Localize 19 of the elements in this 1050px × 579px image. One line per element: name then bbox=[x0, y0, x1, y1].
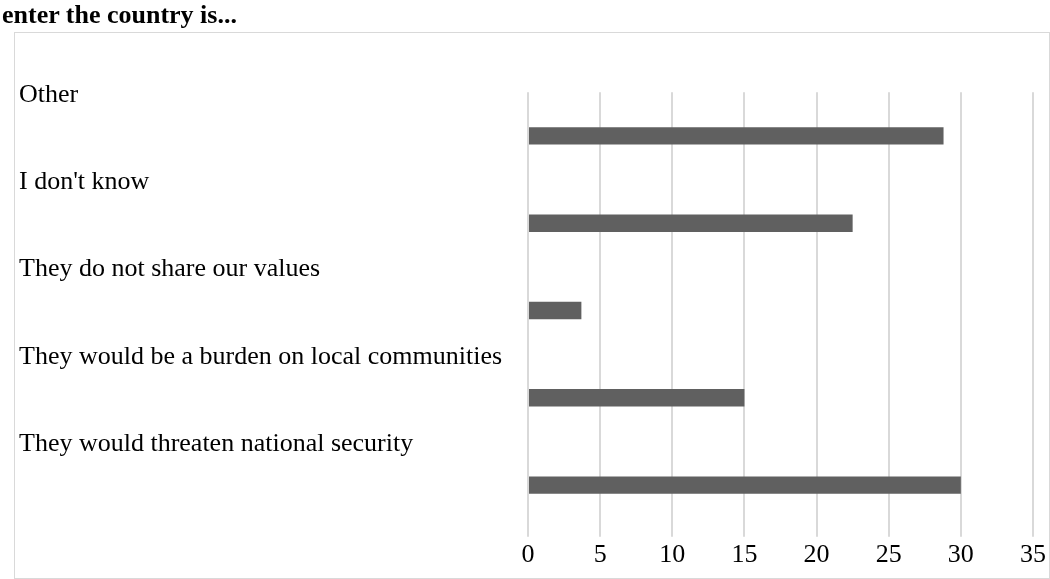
x-tick-label: 20 bbox=[803, 539, 830, 569]
bar bbox=[529, 127, 944, 145]
x-tick-label: 0 bbox=[521, 539, 535, 569]
x-tick-label: 35 bbox=[1020, 539, 1046, 569]
bar bbox=[529, 476, 961, 494]
y-tick-label: Other bbox=[19, 78, 79, 108]
x-tick-label: 10 bbox=[659, 539, 686, 569]
bar bbox=[529, 214, 853, 232]
y-tick-label: They would threaten national security bbox=[19, 427, 414, 457]
y-tick-label: They would be a burden on local communities bbox=[19, 340, 503, 370]
x-tick-label: 30 bbox=[947, 539, 974, 569]
y-tick-label: They do not share our values bbox=[19, 253, 321, 283]
bar bbox=[529, 301, 582, 320]
bar bbox=[529, 389, 745, 407]
x-tick-label: 15 bbox=[731, 539, 758, 569]
text: enter the country is... bbox=[1, 0, 238, 30]
y-tick-label: I don't know bbox=[19, 166, 150, 196]
x-tick-label: 25 bbox=[875, 539, 902, 569]
x-tick-label: 5 bbox=[593, 539, 607, 569]
